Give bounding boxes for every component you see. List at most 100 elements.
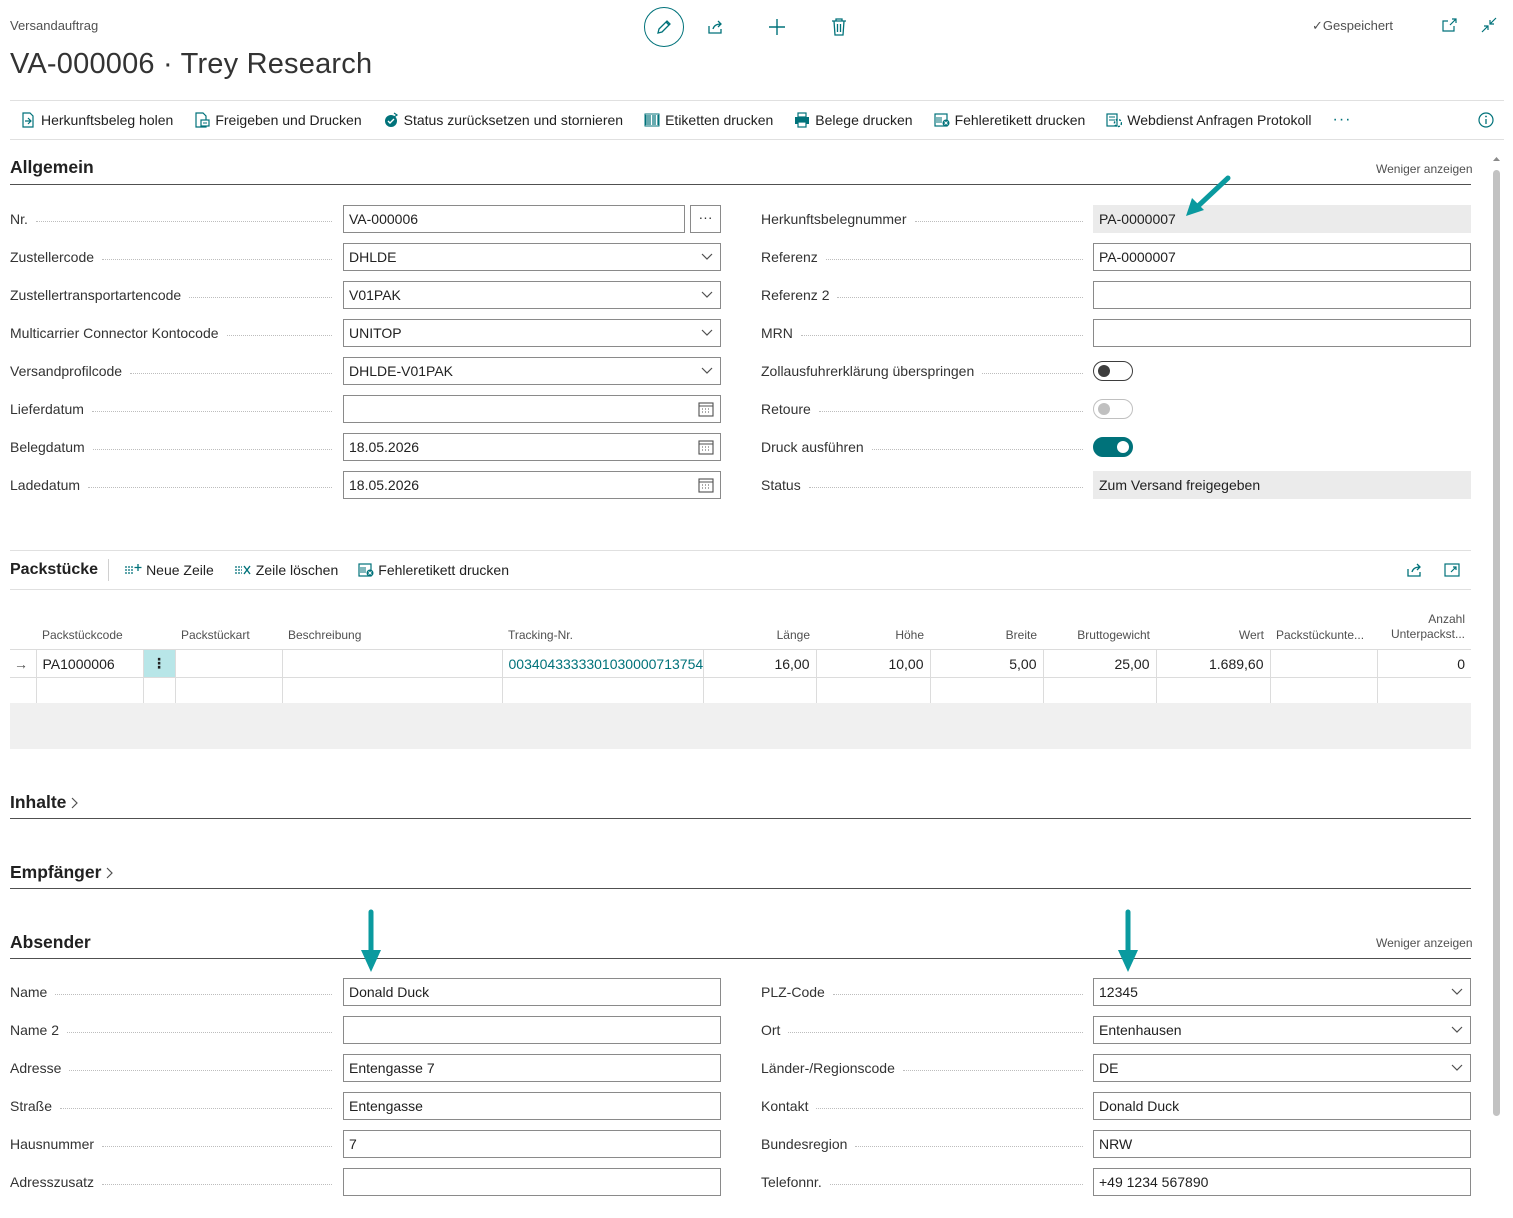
table-row[interactable]: → PA1000006 ⋮ 00340433333010300007137541… (10, 649, 1471, 678)
cell-hoehe[interactable]: 10,00 (816, 649, 931, 678)
empty-cell[interactable] (816, 677, 931, 706)
col-header-hoehe[interactable]: Höhe (816, 612, 930, 650)
window-controls (1440, 16, 1498, 34)
druck-ausfuehren-toggle[interactable] (1093, 437, 1133, 457)
col-header-breite[interactable]: Breite (930, 612, 1043, 650)
empty-cell[interactable] (1156, 677, 1271, 706)
versandprofil-select[interactable]: DHLDE-V01PAK (343, 357, 721, 385)
nr-field[interactable]: VA-000006 (343, 205, 685, 233)
print-error-label-button[interactable]: Fehleretikett drucken (933, 112, 1085, 128)
print-labels-button[interactable]: Etiketten drucken (644, 112, 773, 128)
absender-name-field[interactable]: Donald Duck (343, 978, 721, 1006)
zollausfuhr-toggle[interactable] (1093, 361, 1133, 381)
empty-cell[interactable] (502, 677, 704, 706)
cell-tracking-link[interactable]: 00340433333010300007137541 (502, 649, 704, 678)
col-header-tracking[interactable]: Tracking-Nr. (502, 612, 703, 650)
ladedatum-field[interactable]: 18.05.2026 (343, 471, 721, 499)
bundesregion-field[interactable]: NRW (1093, 1130, 1471, 1158)
ort-select[interactable]: Entenhausen (1093, 1016, 1471, 1044)
delete-button[interactable] (808, 7, 870, 47)
reset-status-button[interactable]: Status zurücksetzen und stornieren (383, 112, 623, 128)
col-header-bruttogewicht[interactable]: Bruttogewicht (1043, 612, 1156, 650)
cell-wert[interactable]: 1.689,60 (1156, 649, 1271, 678)
expand-icon[interactable] (1443, 561, 1461, 579)
kontakt-field[interactable]: Donald Duck (1093, 1092, 1471, 1120)
part-print-error-label-button[interactable]: Fehleretikett drucken (358, 562, 509, 578)
kontocode-select[interactable]: UNITOP (343, 319, 721, 347)
col-header-beschreibung[interactable]: Beschreibung (282, 612, 502, 650)
fetch-source-doc-button[interactable]: Herkunftsbeleg holen (20, 112, 173, 128)
show-less-link-absender[interactable]: Weniger anzeigen (1376, 936, 1473, 950)
transportart-select[interactable]: V01PAK (343, 281, 721, 309)
cell-packstueckunte[interactable] (1270, 649, 1378, 678)
cell-packstueckart[interactable] (175, 649, 283, 678)
empty-cell[interactable] (1270, 677, 1378, 706)
telefon-field[interactable]: +49 1234 567890 (1093, 1168, 1471, 1196)
info-pane-button[interactable] (1478, 112, 1494, 131)
col-header-packstueckunte[interactable]: Packstückunte... (1270, 612, 1377, 650)
cell-anzahl[interactable]: 0 (1377, 649, 1471, 678)
absender-strasse-field[interactable]: Entengasse (343, 1092, 721, 1120)
cell-breite[interactable]: 5,00 (930, 649, 1044, 678)
calendar-icon[interactable] (698, 439, 714, 455)
referenz-field[interactable]: PA-0000007 (1093, 243, 1471, 271)
calendar-icon[interactable] (698, 401, 714, 417)
col-header-wert[interactable]: Wert (1156, 612, 1270, 650)
share-icon[interactable] (1405, 561, 1423, 579)
nr-assist-button[interactable]: ··· (690, 205, 721, 233)
empty-cell[interactable] (930, 677, 1044, 706)
new-button[interactable] (746, 7, 808, 47)
section-title-absender[interactable]: Absender (10, 932, 91, 952)
absender-adresszusatz-field[interactable] (343, 1168, 721, 1196)
col-header-anzahl-unterpackst[interactable]: Anzahl Unterpackst... (1377, 612, 1471, 650)
new-line-button[interactable]: Neue Zeile (124, 562, 214, 578)
scroll-up-icon[interactable] (1492, 155, 1501, 163)
show-less-link-allgemein[interactable]: Weniger anzeigen (1376, 162, 1473, 176)
page-scrollbar[interactable] (1492, 155, 1501, 1218)
lieferdatum-field[interactable] (343, 395, 721, 423)
share-button[interactable] (684, 7, 746, 47)
edit-button[interactable] (644, 7, 684, 47)
more-actions-button[interactable]: ··· (1332, 111, 1352, 128)
mrn-field[interactable] (1093, 319, 1471, 347)
packstuecke-title[interactable]: Packstücke (10, 561, 99, 578)
belegdatum-field[interactable]: 18.05.2026 (343, 433, 721, 461)
section-title-allgemein[interactable]: Allgemein (10, 157, 94, 177)
cell-bruttogewicht[interactable]: 25,00 (1043, 649, 1157, 678)
cell-laenge[interactable]: 16,00 (703, 649, 817, 678)
toggle-knob (1098, 365, 1110, 377)
referenz-2-field[interactable] (1093, 281, 1471, 309)
cell-packstueckcode[interactable]: PA1000006 (36, 649, 144, 678)
delete-line-button[interactable]: Zeile löschen (234, 562, 338, 578)
table-row-empty[interactable] (10, 677, 1471, 706)
col-header-packstueckcode[interactable]: Packstückcode (36, 612, 143, 650)
empty-cell[interactable] (282, 677, 503, 706)
collapse-icon[interactable] (1480, 16, 1498, 34)
empty-cell[interactable] (703, 677, 817, 706)
empty-cell[interactable] (1377, 677, 1471, 706)
laendercode-select[interactable]: DE (1093, 1054, 1471, 1082)
calendar-icon[interactable] (698, 477, 714, 493)
open-new-window-icon[interactable] (1440, 16, 1458, 34)
plz-select[interactable]: 12345 (1093, 978, 1471, 1006)
cell-beschreibung[interactable] (282, 649, 503, 678)
empty-cell[interactable] (1043, 677, 1157, 706)
empty-cell[interactable] (36, 677, 144, 706)
print-documents-button[interactable]: Belege drucken (794, 112, 913, 128)
absender-name-2-field[interactable] (343, 1016, 721, 1044)
empty-cell[interactable] (143, 677, 176, 706)
col-header-laenge[interactable]: Länge (703, 612, 816, 650)
scrollbar-thumb[interactable] (1493, 170, 1500, 1116)
absender-hausnummer-field[interactable]: 7 (343, 1130, 721, 1158)
zustellercode-select[interactable]: DHLDE (343, 243, 721, 271)
absender-adresse-field[interactable]: Entengasse 7 (343, 1054, 721, 1082)
empty-cell[interactable] (175, 677, 283, 706)
row-actions-button[interactable]: ⋮ (143, 649, 176, 678)
packstuecke-part-bar: Packstücke Neue Zeile Zeile löschen Fehl… (10, 550, 1471, 590)
release-print-button[interactable]: Freigeben und Drucken (194, 112, 362, 128)
col-header-packstueckart[interactable]: Packstückart (175, 612, 282, 650)
field-label-hausnummer: Hausnummer (10, 1130, 340, 1158)
section-inhalte-toggle[interactable]: Inhalte (10, 792, 80, 813)
webservice-log-button[interactable]: Webdienst Anfragen Protokoll (1106, 112, 1311, 128)
section-empfaenger-toggle[interactable]: Empfänger (10, 862, 115, 883)
